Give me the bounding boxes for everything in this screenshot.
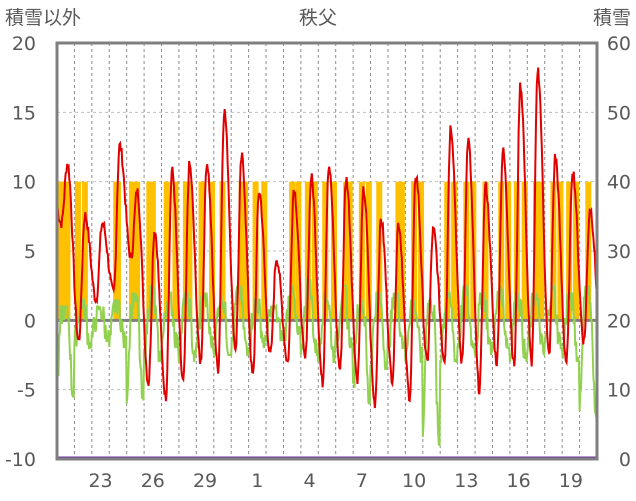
plot-frame xyxy=(55,41,599,461)
x-tick-label: 4 xyxy=(304,470,316,492)
right-tick-label: 20 xyxy=(607,310,631,332)
sunshine-bar xyxy=(219,181,226,321)
sunshine-bar xyxy=(343,181,350,321)
sunshine-bar xyxy=(365,181,372,321)
left-tick-label: 5 xyxy=(24,241,36,263)
left-tick-label: 0 xyxy=(24,310,36,332)
right-tick-label: 60 xyxy=(607,33,631,55)
right-tick-label: 30 xyxy=(607,241,631,263)
sunshine-bar xyxy=(64,181,71,321)
sunshine-bar xyxy=(242,181,249,321)
sunshine-bar xyxy=(521,181,528,321)
sunshine-bar xyxy=(463,181,470,321)
sunshine-bar xyxy=(163,181,170,321)
x-tick-label: 16 xyxy=(507,470,531,492)
x-tick-label: 26 xyxy=(141,470,165,492)
left-axis-ticks: 20 15 10 5 0 -5 -10 xyxy=(5,33,36,471)
sunshine-bar xyxy=(395,181,402,321)
right-tick-label: 0 xyxy=(619,449,631,471)
sunshine-bar xyxy=(573,181,580,321)
sunshine-bar xyxy=(451,181,458,321)
x-tick-label: 19 xyxy=(559,470,583,492)
right-axis-label: 積雪 xyxy=(593,7,631,29)
x-tick-label: 13 xyxy=(454,470,478,492)
temperature-series-line xyxy=(56,67,598,409)
sunshine-bar xyxy=(146,181,153,321)
sunshine-bar xyxy=(498,181,505,321)
sunshine-bar xyxy=(81,181,88,321)
sunshine-bar xyxy=(134,181,141,321)
right-tick-label: 10 xyxy=(607,380,631,402)
sunshine-bar xyxy=(533,181,540,321)
x-tick-label: 10 xyxy=(402,470,426,492)
left-tick-label: 10 xyxy=(12,172,36,194)
wind-series-line xyxy=(56,277,598,448)
sunshine-bar xyxy=(482,181,489,321)
left-tick-label: -5 xyxy=(17,380,36,402)
sunshine-bar xyxy=(346,181,353,321)
sunshine-bar xyxy=(252,181,259,321)
right-tick-label: 50 xyxy=(607,102,631,124)
x-tick-label: 29 xyxy=(193,470,217,492)
plot-border xyxy=(55,41,599,461)
right-tick-label: 40 xyxy=(607,172,631,194)
x-axis-ticks: 23 26 29 1 4 7 10 13 16 19 xyxy=(88,470,583,492)
sunshine-bar xyxy=(550,181,557,321)
left-tick-label: -10 xyxy=(5,449,36,471)
sunshine-bar xyxy=(538,181,545,321)
x-tick-label: 1 xyxy=(251,470,263,492)
sunshine-bar xyxy=(60,181,67,321)
sunshine-bar xyxy=(74,181,81,321)
left-tick-label: 20 xyxy=(12,33,36,55)
sunshine-bar xyxy=(238,181,245,321)
left-tick-label: 15 xyxy=(12,102,36,124)
sunshine-bar xyxy=(198,181,205,321)
x-tick-label: 7 xyxy=(356,470,368,492)
sunshine-bar xyxy=(172,181,179,321)
right-axis-ticks: 60 50 40 30 20 10 0 xyxy=(607,33,631,471)
sunshine-bar xyxy=(186,181,193,321)
x-tick-label: 23 xyxy=(88,470,112,492)
chart-title: 秩父 xyxy=(299,7,337,29)
left-axis-label: 積雪以外 xyxy=(5,7,81,29)
